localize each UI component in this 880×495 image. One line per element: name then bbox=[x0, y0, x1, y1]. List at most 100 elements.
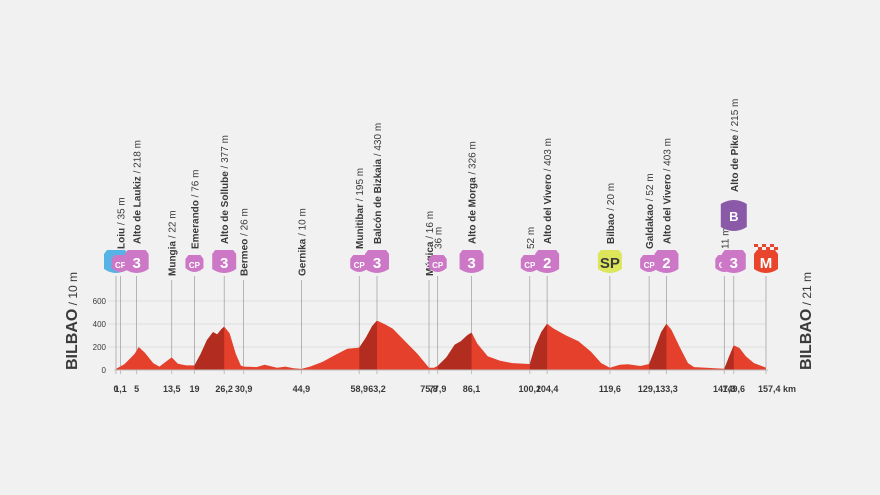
checkered-flag bbox=[774, 247, 778, 250]
checkered-flag bbox=[766, 247, 770, 250]
marker-label: Alto de Sollube / 377 m bbox=[220, 135, 231, 244]
badge-shape bbox=[459, 250, 484, 273]
place-altitude: / 52 m bbox=[645, 173, 656, 204]
marker-town: Gernika / 10 m bbox=[297, 208, 308, 369]
checkered-flag bbox=[758, 247, 762, 250]
y-tick-label: 600 bbox=[93, 297, 107, 306]
x-tick-label: 58,9 bbox=[350, 384, 368, 394]
x-tick-label: 100,2 bbox=[519, 384, 542, 394]
place-altitude: / 195 m bbox=[355, 168, 366, 204]
badge-text: CP bbox=[432, 261, 444, 270]
x-tick-label: 0 bbox=[113, 384, 118, 394]
badge-text: CP bbox=[115, 261, 127, 270]
badge-text: CP bbox=[524, 261, 536, 270]
x-tick-label: 119,6 bbox=[599, 384, 621, 394]
marker-2: 2 Alto del Vivero / 403 m bbox=[535, 138, 560, 324]
place-altitude: / 16 m bbox=[425, 211, 436, 242]
x-tick-label: 19 bbox=[189, 384, 199, 394]
checkered-flag bbox=[770, 244, 774, 247]
start-label: BILBAO / 10 m bbox=[64, 272, 81, 370]
place-altitude: / 218 m bbox=[133, 140, 144, 176]
place-altitude: / 35 m bbox=[117, 197, 128, 228]
bonus-badge bbox=[720, 200, 747, 231]
badge-shape bbox=[350, 255, 369, 272]
place-name: Alto del Vivero bbox=[662, 174, 673, 244]
place-name: Galdakao bbox=[645, 204, 656, 249]
marker-label: Gernika / 10 m bbox=[297, 208, 308, 276]
place-altitude: / 20 m bbox=[606, 183, 617, 214]
badge-text: SP bbox=[600, 255, 620, 272]
badge-shape bbox=[654, 250, 679, 273]
place-name: Alto del Vivero bbox=[543, 174, 554, 244]
badge-shape bbox=[364, 250, 389, 273]
place-altitude: / 22 m bbox=[168, 210, 179, 241]
badge-text: 3 bbox=[220, 255, 228, 272]
place-altitude: 11 m bbox=[720, 228, 731, 250]
marker-cp: CP Munitibar / 195 m bbox=[350, 168, 369, 348]
badge-shape bbox=[721, 250, 746, 273]
x-tick-label: 133,3 bbox=[655, 384, 678, 394]
place-name: Bermeo bbox=[240, 239, 251, 276]
start-label-altitude: / 10 m bbox=[66, 272, 80, 309]
climb-segment bbox=[437, 332, 472, 370]
place-name: Alto de Sollube bbox=[220, 171, 231, 244]
x-tick-label: 77,9 bbox=[429, 384, 447, 394]
marker-2: 2 Alto del Vivero / 403 m bbox=[654, 138, 679, 324]
badge-text: 3 bbox=[467, 255, 475, 272]
marker-label: Balcón de Bizkaia / 430 m bbox=[373, 123, 384, 244]
x-tick-label: 1,1 bbox=[114, 384, 127, 394]
badge-text: 3 bbox=[132, 255, 140, 272]
finish-label: BILBAO / 21 m bbox=[798, 272, 815, 370]
marker-cp: CP 52 m bbox=[520, 227, 539, 365]
marker-label: 11 m bbox=[720, 228, 731, 250]
place-name: Emerando bbox=[190, 200, 201, 249]
marker-cp: CP Galdakao / 52 m bbox=[640, 173, 659, 365]
badge-text: 2 bbox=[662, 255, 670, 272]
y-tick-label: 400 bbox=[93, 320, 107, 329]
marker-cp: CP11 m bbox=[715, 228, 734, 369]
marker-label: Alto de Morga / 326 m bbox=[468, 141, 479, 244]
place-altitude: / 26 m bbox=[240, 208, 251, 239]
badge-text: CP bbox=[354, 261, 366, 270]
marker-label: Alto de Laukiz / 218 m bbox=[133, 140, 144, 244]
place-name: Bilbao bbox=[606, 213, 617, 244]
climb-segment bbox=[359, 320, 377, 370]
marker-label: 52 m bbox=[526, 227, 537, 249]
checkered-flag bbox=[762, 244, 766, 247]
marker-cp: CP 36 m bbox=[428, 227, 447, 366]
checkered-flag bbox=[754, 244, 758, 247]
place-altitude: / 430 m bbox=[373, 123, 384, 159]
x-tick-label: 44,9 bbox=[293, 384, 311, 394]
place-altitude: / 377 m bbox=[220, 135, 231, 171]
marker-cp: CP Emerando / 76 m bbox=[185, 170, 204, 366]
marker-label: Bermeo / 26 m bbox=[240, 208, 251, 276]
badge-text: CP bbox=[644, 261, 656, 270]
x-tick-label: 147,3 bbox=[713, 384, 736, 394]
bonus-badge-text: B bbox=[729, 209, 738, 224]
climb-segment bbox=[194, 326, 225, 370]
marker-label: 36 m bbox=[434, 227, 445, 249]
marker-label: Alto de Pike / 215 m bbox=[730, 99, 741, 192]
badge-shape bbox=[640, 255, 659, 272]
badge-shape bbox=[535, 250, 560, 273]
x-tick-label: 157,4 km bbox=[758, 384, 796, 394]
marker-label: Mungia / 22 m bbox=[168, 210, 179, 276]
marker-3: 3 Alto de Laukiz / 218 m bbox=[124, 140, 149, 351]
x-tick-label: 86,1 bbox=[463, 384, 481, 394]
start-finish-labels: BILBAO / 10 m BILBAO / 21 m bbox=[64, 272, 815, 370]
x-tick-label: 13,5 bbox=[163, 384, 181, 394]
x-tick-label: 5 bbox=[134, 384, 139, 394]
place-altitude: / 403 m bbox=[662, 138, 673, 174]
x-tick-label: 129,1 bbox=[638, 384, 661, 394]
marker-town: Bermeo / 26 m bbox=[240, 208, 251, 367]
badge-text: 3 bbox=[730, 255, 738, 272]
marker-m: M bbox=[754, 244, 778, 368]
marker-label: Alto del Vivero / 403 m bbox=[662, 138, 673, 244]
marker-label: Emerando / 76 m bbox=[190, 170, 201, 249]
place-name: Munitibar bbox=[355, 204, 366, 249]
finish-label-town: BILBAO bbox=[798, 309, 815, 370]
badge-text: CP bbox=[189, 261, 201, 270]
place-name: Alto de Laukiz bbox=[133, 176, 144, 244]
